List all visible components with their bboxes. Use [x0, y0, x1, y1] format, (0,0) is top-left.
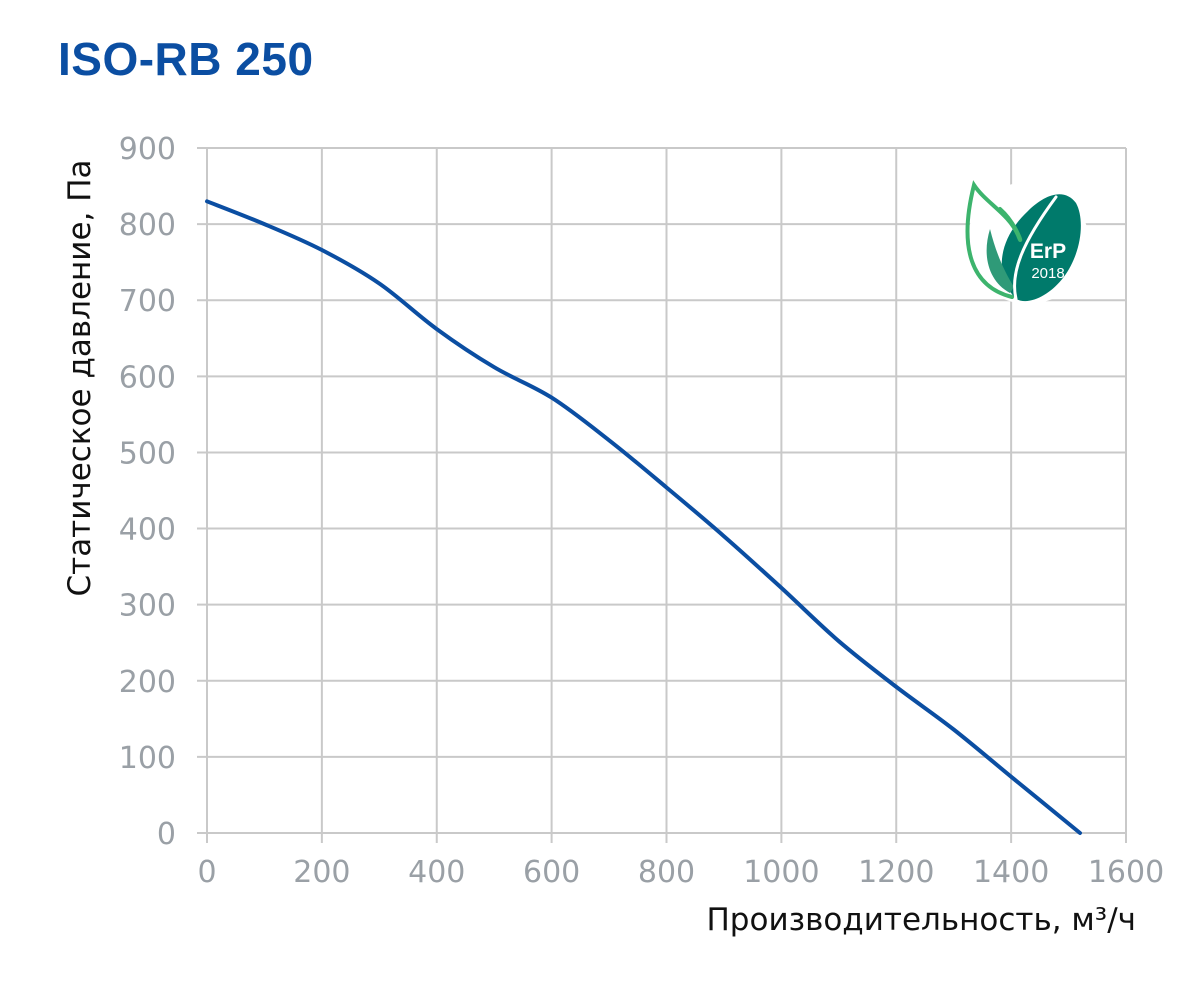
leaf-icon-inner — [986, 229, 1014, 293]
y-tick-label: 400 — [119, 513, 176, 548]
y-tick-label: 100 — [119, 741, 176, 776]
x-tick-label: 400 — [408, 855, 465, 890]
grid-layer — [197, 147, 1127, 843]
ticks-layer: 0 100 200 300 400 500 600 700 800 900 0 200 400 600 80… — [119, 132, 1164, 890]
x-tick-label: 1000 — [743, 855, 819, 890]
x-tick-label: 800 — [638, 855, 695, 890]
x-tick-label: 1400 — [973, 855, 1049, 890]
y-tick-label: 800 — [119, 208, 176, 243]
erp-badge: ErP 2018 — [965, 180, 1089, 304]
leaf-icon-highlight — [1013, 195, 1058, 301]
series-layer — [205, 199, 1082, 835]
chart-title: ISO-RB 250 — [58, 33, 314, 85]
y-tick-label: 900 — [119, 132, 176, 167]
erp-badge-year: 2018 — [1031, 265, 1064, 282]
leaf-icon-stem — [965, 180, 1023, 299]
y-tick-label: 600 — [119, 360, 176, 395]
x-tick-label: 0 — [197, 855, 216, 890]
x-tick-label: 1600 — [1088, 855, 1164, 890]
x-tick-label: 1200 — [858, 855, 934, 890]
y-tick-label: 700 — [119, 284, 176, 319]
erp-badge-text: ErP — [1030, 240, 1066, 263]
y-tick-label: 500 — [119, 436, 176, 471]
leaf-icon — [1001, 194, 1081, 302]
y-tick-label: 0 — [157, 817, 176, 852]
series-line — [205, 199, 1082, 835]
y-tick-label: 300 — [119, 589, 176, 624]
x-tick-label: 600 — [523, 855, 580, 890]
y-axis-label: Статическое давление, Па — [62, 159, 98, 596]
x-axis-label: Производительность, м³/ч — [706, 902, 1136, 938]
x-tick-label: 200 — [293, 855, 350, 890]
y-tick-label: 200 — [119, 665, 176, 700]
